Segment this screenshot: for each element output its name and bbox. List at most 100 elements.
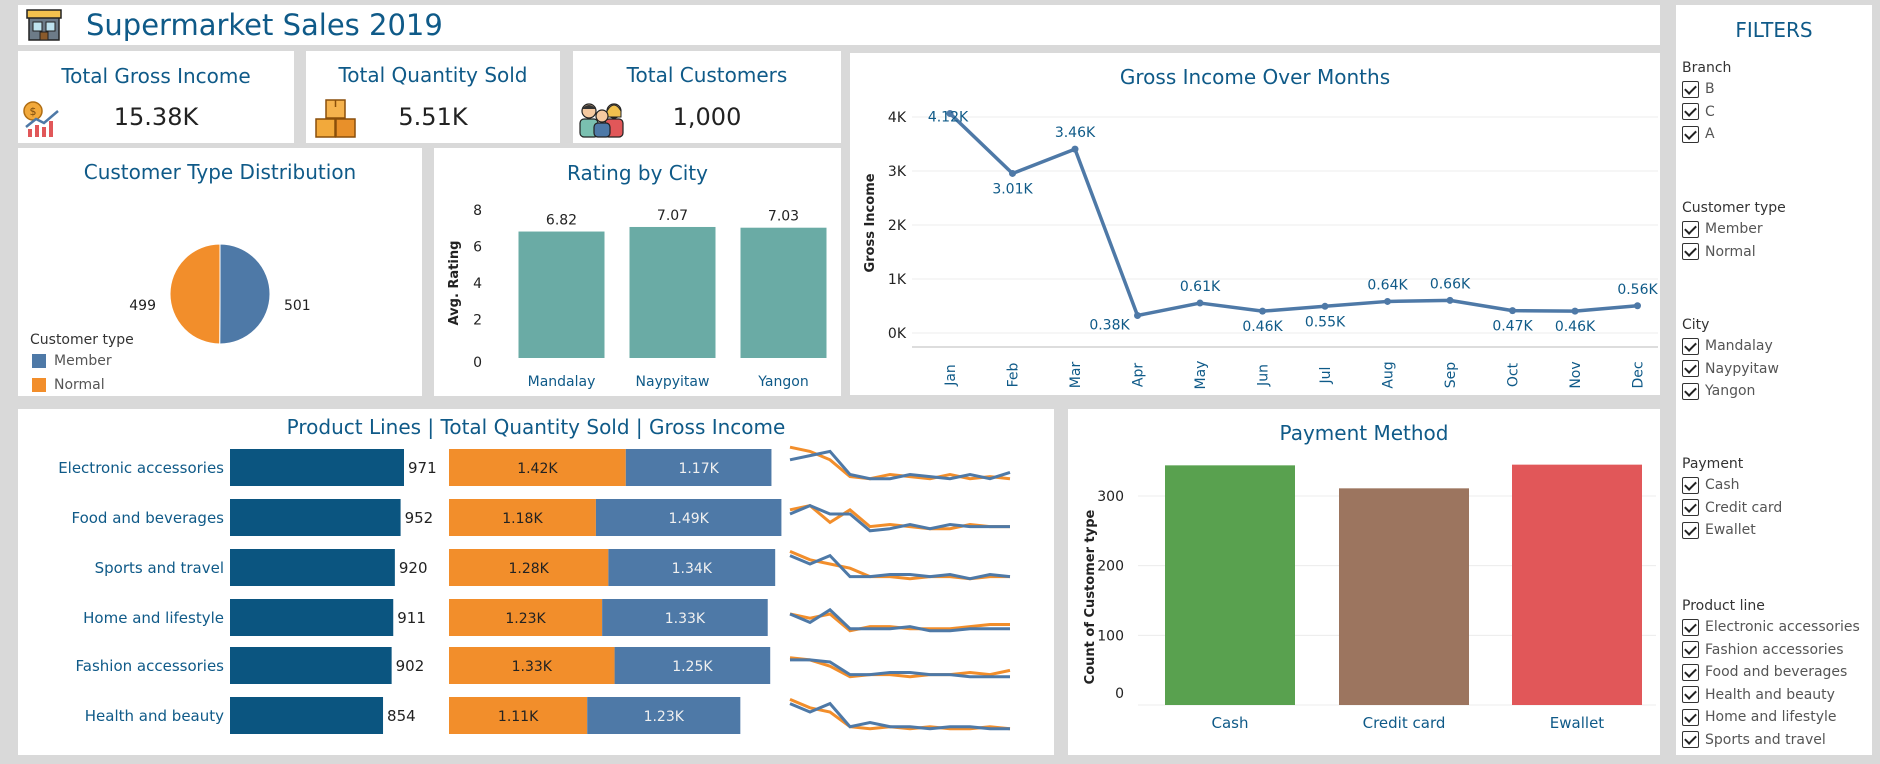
legend-item-normal[interactable]: Normal (32, 377, 105, 393)
product-line-label: Electronic accessories (58, 459, 224, 477)
y-tick-label: 300 (1097, 489, 1124, 505)
checkbox-checked-icon[interactable] (1682, 641, 1699, 659)
x-tick-label: Yangon (757, 374, 808, 390)
gross-income-label: 1.18K (502, 511, 543, 527)
data-point (1259, 307, 1266, 315)
boxes-icon (315, 99, 356, 138)
chart-title: Rating by City (567, 161, 708, 185)
product-line-label: Fashion accessories (76, 657, 225, 675)
legend-label: Normal (54, 377, 105, 393)
y-tick-label: 4 (473, 276, 482, 292)
filter-group-label: Payment (1682, 456, 1744, 472)
supermarket-icon (26, 9, 62, 41)
kpi-value: 1,000 (672, 103, 742, 131)
kpi-total-customers: Total Customers 1,000 (573, 51, 841, 143)
filter-option-naypyitaw[interactable]: Naypyitaw (1682, 358, 1779, 381)
checkbox-checked-icon[interactable] (1682, 663, 1699, 681)
filters-panel: FILTERS Branch B C A Customer type Member Norm… (1676, 5, 1872, 755)
filter-option-label: Ewallet (1705, 522, 1756, 539)
filter-option-member[interactable]: Member (1682, 218, 1786, 241)
filter-option-health-and-beauty[interactable]: Health and beauty (1682, 684, 1860, 707)
filter-option-fashion-accessories[interactable]: Fashion accessories (1682, 639, 1860, 662)
gross-income-bar-orange (449, 449, 626, 486)
checkbox-checked-icon[interactable] (1682, 80, 1699, 98)
checkbox-checked-icon[interactable] (1682, 686, 1699, 704)
chart-title: Product Lines | Total Quantity Sold | Gr… (286, 415, 786, 439)
checkbox-checked-icon[interactable] (1682, 618, 1699, 636)
filter-option-yangon[interactable]: Yangon (1682, 380, 1779, 403)
x-tick-label: Mandalay (528, 374, 596, 390)
checkbox-checked-icon[interactable] (1682, 243, 1699, 261)
data-point (1509, 307, 1516, 315)
checkbox-checked-icon[interactable] (1682, 521, 1699, 539)
sparkline-orange (789, 698, 1011, 731)
filter-group-branch: Branch B C A (1682, 60, 1731, 146)
point-data-label: 0.66K (1430, 276, 1471, 292)
product-line-label: Health and beauty (85, 707, 224, 725)
sparkline-blue (789, 449, 1011, 481)
filter-option-c[interactable]: C (1682, 101, 1731, 124)
quantity-data-label: 952 (405, 509, 434, 527)
filter-option-cash[interactable]: Cash (1682, 474, 1782, 497)
filter-option-credit-card[interactable]: Credit card (1682, 497, 1782, 520)
filter-option-b[interactable]: B (1682, 78, 1731, 101)
data-point (1571, 307, 1579, 315)
checkbox-checked-icon[interactable] (1682, 103, 1699, 121)
gross-income-bar-orange (449, 599, 603, 636)
point-data-label: 0.46K (1555, 319, 1596, 335)
sparkline-blue (789, 503, 1010, 533)
point-data-label: 0.56K (1617, 282, 1658, 298)
filter-option-sports-and-travel[interactable]: Sports and travel (1682, 729, 1860, 752)
bar-credit-card (1339, 488, 1469, 705)
chart-title: Gross Income Over Months (1119, 65, 1391, 89)
x-tick-label: May (1193, 361, 1209, 390)
x-tick-label: Cash (1212, 714, 1249, 732)
filter-option-label: A (1705, 126, 1715, 143)
checkbox-checked-icon[interactable] (1682, 337, 1699, 355)
checkbox-checked-icon[interactable] (1682, 125, 1699, 143)
data-point (1134, 311, 1141, 319)
filter-option-normal[interactable]: Normal (1682, 241, 1786, 264)
legend-title: Customer type (30, 332, 134, 348)
sparkline-orange (789, 656, 1011, 679)
x-tick-label: Credit card (1363, 714, 1446, 732)
y-tick-label: 0 (1115, 686, 1124, 702)
checkbox-checked-icon[interactable] (1682, 382, 1699, 400)
quantity-bar (230, 449, 404, 486)
header-bar: Supermarket Sales 2019 (18, 5, 1660, 45)
gross-income-label: 1.49K (668, 511, 709, 527)
pie-slice-member (219, 243, 271, 345)
checkbox-checked-icon[interactable] (1682, 708, 1699, 726)
filter-option-a[interactable]: A (1682, 123, 1731, 146)
point-data-label: 0.55K (1305, 314, 1346, 330)
quantity-data-label: 920 (399, 559, 428, 577)
filter-option-food-and-beverages[interactable]: Food and beverages (1682, 661, 1860, 684)
filter-option-electronic-accessories[interactable]: Electronic accessories (1682, 616, 1860, 639)
y-tick-label: 0 (473, 355, 482, 371)
product-line-label: Food and beverages (71, 509, 224, 527)
checkbox-checked-icon[interactable] (1682, 476, 1699, 494)
filter-option-mandalay[interactable]: Mandalay (1682, 335, 1779, 358)
quantity-data-label: 854 (387, 707, 416, 725)
checkbox-checked-icon[interactable] (1682, 220, 1699, 238)
kpi-title: Total Customers (626, 63, 788, 87)
checkbox-checked-icon[interactable] (1682, 499, 1699, 517)
product-line-label: Sports and travel (95, 559, 224, 577)
checkbox-checked-icon[interactable] (1682, 731, 1699, 749)
filter-option-ewallet[interactable]: Ewallet (1682, 519, 1782, 542)
filter-option-label: Home and lifestyle (1705, 709, 1837, 726)
product-lines-panel: Product Lines | Total Quantity Sold | Gr… (18, 409, 1054, 755)
sparkline-blue (789, 553, 1011, 581)
filter-option-label: Cash (1705, 477, 1740, 494)
y-axis-label: Count of Customer type (1083, 510, 1098, 685)
filter-option-label: Naypyitaw (1705, 360, 1779, 377)
kpi-value: 5.51K (398, 103, 468, 131)
data-point (1321, 302, 1329, 310)
checkbox-checked-icon[interactable] (1682, 360, 1699, 378)
sparkline-blue (789, 607, 1010, 633)
kpi-title: Total Quantity Sold (338, 63, 528, 87)
bar-mandalay (518, 231, 605, 358)
legend-item-member[interactable]: Member (32, 353, 112, 369)
filter-option-home-and-lifestyle[interactable]: Home and lifestyle (1682, 706, 1860, 729)
gross-income-bar-blue (587, 697, 741, 734)
